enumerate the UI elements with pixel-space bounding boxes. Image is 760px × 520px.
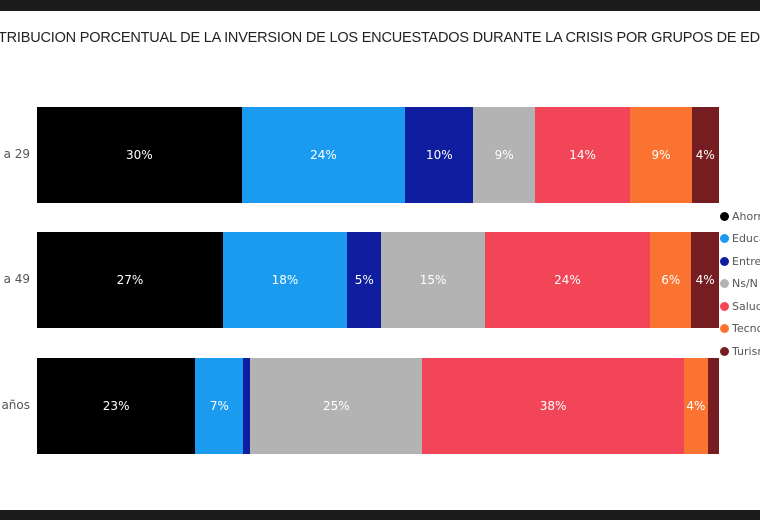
legend-item[interactable]: Ahorr [720, 205, 760, 228]
bar-segment[interactable]: 4% [691, 107, 719, 203]
data-label: 4% [695, 273, 715, 287]
data-label: 15% [419, 273, 447, 287]
data-label: 5% [354, 273, 374, 287]
stacked-bar: 23% 7% 25% 38% 4% [37, 358, 719, 454]
bar-segment[interactable]: 30% [37, 107, 242, 203]
data-label: 24% [310, 148, 337, 162]
data-label: 24% [554, 273, 581, 287]
bar-segment[interactable]: 4% [691, 232, 719, 328]
legend-item[interactable]: Entret [720, 250, 760, 273]
legend-dot-icon [720, 256, 729, 266]
data-label: 7% [209, 399, 229, 413]
legend-item[interactable]: Educa [720, 228, 760, 251]
legend-item[interactable]: Salud [720, 295, 760, 318]
legend-label: Entret [732, 254, 760, 268]
bar-segment[interactable]: 9% [630, 107, 692, 203]
legend-item[interactable]: Tecno [720, 318, 760, 341]
bar-segment[interactable]: 23% [37, 358, 196, 454]
legend: Ahorr Educa Entret Ns/N Salud Tecno Turism [720, 205, 760, 363]
bar-segment[interactable]: 14% [534, 107, 631, 203]
data-label: 4% [695, 148, 715, 162]
legend-label: Salud [732, 299, 760, 313]
bar-segment[interactable] [707, 358, 719, 454]
bar-segment[interactable]: 18% [223, 232, 347, 328]
legend-dot-icon [720, 211, 729, 221]
bar-segment[interactable]: 24% [484, 232, 651, 328]
legend-dot-icon [720, 301, 729, 311]
data-label: 6% [661, 273, 681, 287]
bar-segment[interactable]: 6% [650, 232, 692, 328]
data-label: 14% [569, 148, 596, 162]
data-label: 9% [494, 148, 514, 162]
bar-segment[interactable]: 27% [37, 232, 223, 328]
data-label: 18% [271, 273, 299, 287]
category-label: a 49 [3, 272, 30, 286]
bar-segment[interactable]: 5% [347, 232, 382, 328]
legend-label: Ns/N [732, 277, 758, 291]
bar-segment[interactable]: 24% [241, 107, 406, 203]
legend-label: Tecno [732, 322, 760, 336]
bar-segment[interactable]: 15% [381, 232, 485, 328]
bar-segment[interactable]: 4% [683, 358, 708, 454]
data-label: 9% [651, 148, 671, 162]
data-label: 27% [116, 273, 144, 287]
stacked-bar: 30% 24% 10% 9% 14% 9% 4% [37, 107, 719, 203]
chart-title: TRIBUCION PORCENTUAL DE LA INVERSION DE … [0, 30, 760, 46]
bar-segment[interactable]: 9% [473, 107, 535, 203]
data-label: 10% [426, 148, 453, 162]
bar-segment[interactable] [243, 358, 251, 454]
top-frame-bar [0, 0, 760, 11]
bar-segment[interactable]: 10% [405, 107, 474, 203]
data-label: 25% [323, 399, 350, 413]
legend-item[interactable]: Ns/N [720, 273, 760, 296]
legend-label: Educa [732, 232, 760, 246]
legend-dot-icon [720, 324, 729, 334]
stacked-bar: 27% 18% 5% 15% 24% 6% 4% [37, 232, 719, 328]
bar-segment[interactable]: 7% [195, 358, 244, 454]
data-label: 38% [539, 399, 567, 413]
category-label: a 29 [3, 147, 30, 161]
bar-segment[interactable]: 38% [422, 358, 684, 454]
legend-dot-icon [720, 234, 729, 244]
category-label: años [1, 398, 30, 412]
legend-item[interactable]: Turism [720, 340, 760, 363]
data-label: 23% [102, 399, 130, 413]
bottom-frame-bar [0, 510, 760, 520]
bar-segment[interactable]: 25% [250, 358, 423, 454]
legend-label: Turism [732, 344, 760, 358]
legend-dot-icon [720, 279, 729, 289]
legend-label: Ahorr [732, 209, 760, 223]
data-label: 30% [125, 148, 153, 162]
data-label: 4% [686, 399, 706, 413]
legend-dot-icon [720, 346, 729, 356]
